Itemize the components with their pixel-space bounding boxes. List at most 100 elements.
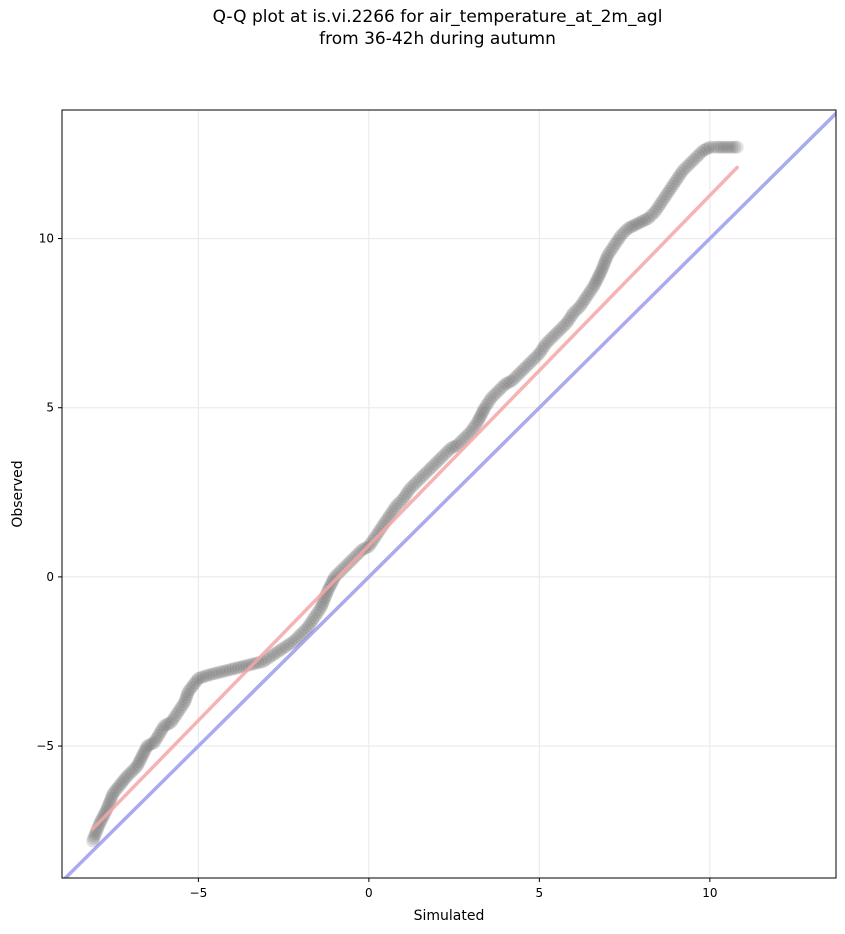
qq-point	[150, 731, 164, 745]
qq-point	[614, 228, 628, 242]
qq-point	[98, 806, 112, 820]
qq-point	[140, 739, 154, 753]
qq-point	[113, 778, 127, 792]
qq-point	[596, 261, 610, 275]
qq-point	[341, 556, 355, 570]
qq-point	[626, 219, 640, 233]
qq-point	[644, 209, 658, 223]
y-tick-label: 5	[46, 401, 54, 415]
qq-point	[143, 738, 157, 752]
qq-point	[168, 710, 182, 724]
qq-point	[630, 217, 644, 231]
qq-point	[412, 473, 426, 487]
qq-point	[491, 384, 505, 398]
qq-point	[432, 453, 446, 467]
qq-point	[287, 634, 301, 648]
qq-point	[480, 398, 494, 412]
qq-point	[396, 492, 410, 506]
qq-point	[207, 667, 221, 681]
qq-point	[289, 632, 303, 646]
qq-point	[553, 323, 567, 337]
qq-point	[426, 459, 440, 473]
qq-point	[229, 661, 243, 675]
qq-point	[722, 140, 736, 154]
qq-point	[548, 327, 562, 341]
qq-point	[602, 246, 616, 260]
qq-point	[437, 448, 451, 462]
qq-point	[616, 226, 630, 240]
qq-point	[269, 646, 283, 660]
qq-point	[703, 140, 717, 154]
qq-point	[730, 140, 744, 154]
qq-point	[659, 189, 673, 203]
qq-point	[284, 636, 298, 650]
qq-point	[124, 765, 138, 779]
qq-point	[696, 144, 710, 158]
qq-point	[116, 774, 130, 788]
qq-point	[472, 412, 486, 426]
qq-point	[483, 393, 497, 407]
qq-point	[307, 610, 321, 624]
qq-point	[332, 565, 346, 579]
qq-point	[133, 753, 147, 767]
qq-point	[234, 660, 248, 674]
qq-point	[521, 358, 535, 372]
qq-point	[516, 362, 530, 376]
qq-point	[210, 666, 224, 680]
qq-point	[188, 676, 202, 690]
qq-point	[370, 527, 384, 541]
qq-point	[569, 304, 583, 318]
qq-point	[593, 268, 607, 282]
qq-point	[298, 623, 312, 637]
chart-title: Q-Q plot at is.vi.2266 for air_temperatu…	[0, 6, 845, 50]
qq-point	[646, 207, 660, 221]
qq-point	[151, 728, 165, 742]
qq-point	[489, 386, 503, 400]
qq-point	[279, 639, 293, 653]
qq-point	[321, 583, 335, 597]
qq-point	[197, 670, 211, 684]
grid	[62, 110, 836, 878]
qq-point	[720, 140, 734, 154]
qq-point	[416, 468, 430, 482]
qq-point	[314, 600, 328, 614]
qq-point	[694, 146, 708, 160]
qq-point	[582, 287, 596, 301]
qq-point	[179, 690, 193, 704]
qq-point	[621, 221, 635, 235]
qq-point	[537, 339, 551, 353]
qq-point	[410, 475, 424, 489]
qq-point	[717, 140, 731, 154]
qq-point	[691, 148, 705, 162]
qq-point	[384, 506, 398, 520]
qq-point	[218, 664, 232, 678]
qq-point	[523, 356, 537, 370]
qq-point	[563, 311, 577, 325]
qq-point	[585, 281, 599, 295]
qq-point	[147, 736, 161, 750]
qq-point	[266, 648, 280, 662]
qq-point	[294, 627, 308, 641]
qq-point	[609, 236, 623, 250]
qq-point	[106, 786, 120, 800]
x-tick-label: −5	[190, 886, 208, 900]
y-axis-label: Observed	[10, 460, 26, 527]
qq-point	[577, 294, 591, 308]
qq-point	[455, 433, 469, 447]
qq-point	[157, 719, 171, 733]
qq-point	[398, 490, 412, 504]
qq-point	[591, 270, 605, 284]
qq-point	[309, 608, 323, 622]
qq-point	[328, 570, 342, 584]
qq-point	[277, 641, 291, 655]
qq-point	[88, 829, 102, 843]
qq-point	[685, 155, 699, 169]
qq-point	[351, 547, 365, 561]
qq-point	[164, 715, 178, 729]
qq-point	[519, 360, 533, 374]
qq-point	[169, 708, 183, 722]
qq-point	[607, 238, 621, 252]
qq-point	[186, 678, 200, 692]
qq-point	[386, 504, 400, 518]
